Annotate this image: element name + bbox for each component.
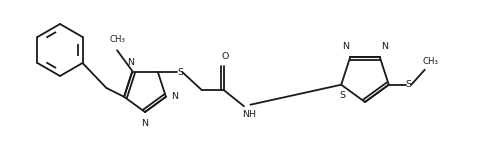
Text: N: N	[342, 42, 349, 51]
Text: S: S	[177, 68, 183, 77]
Text: N: N	[381, 42, 388, 51]
Text: N: N	[127, 58, 134, 67]
Text: S: S	[339, 91, 345, 100]
Text: S: S	[406, 80, 412, 89]
Text: CH₃: CH₃	[423, 57, 439, 66]
Text: CH₃: CH₃	[109, 35, 125, 44]
Text: N: N	[141, 118, 149, 127]
Text: NH: NH	[242, 110, 256, 119]
Text: N: N	[171, 92, 179, 101]
Text: O: O	[221, 52, 228, 61]
